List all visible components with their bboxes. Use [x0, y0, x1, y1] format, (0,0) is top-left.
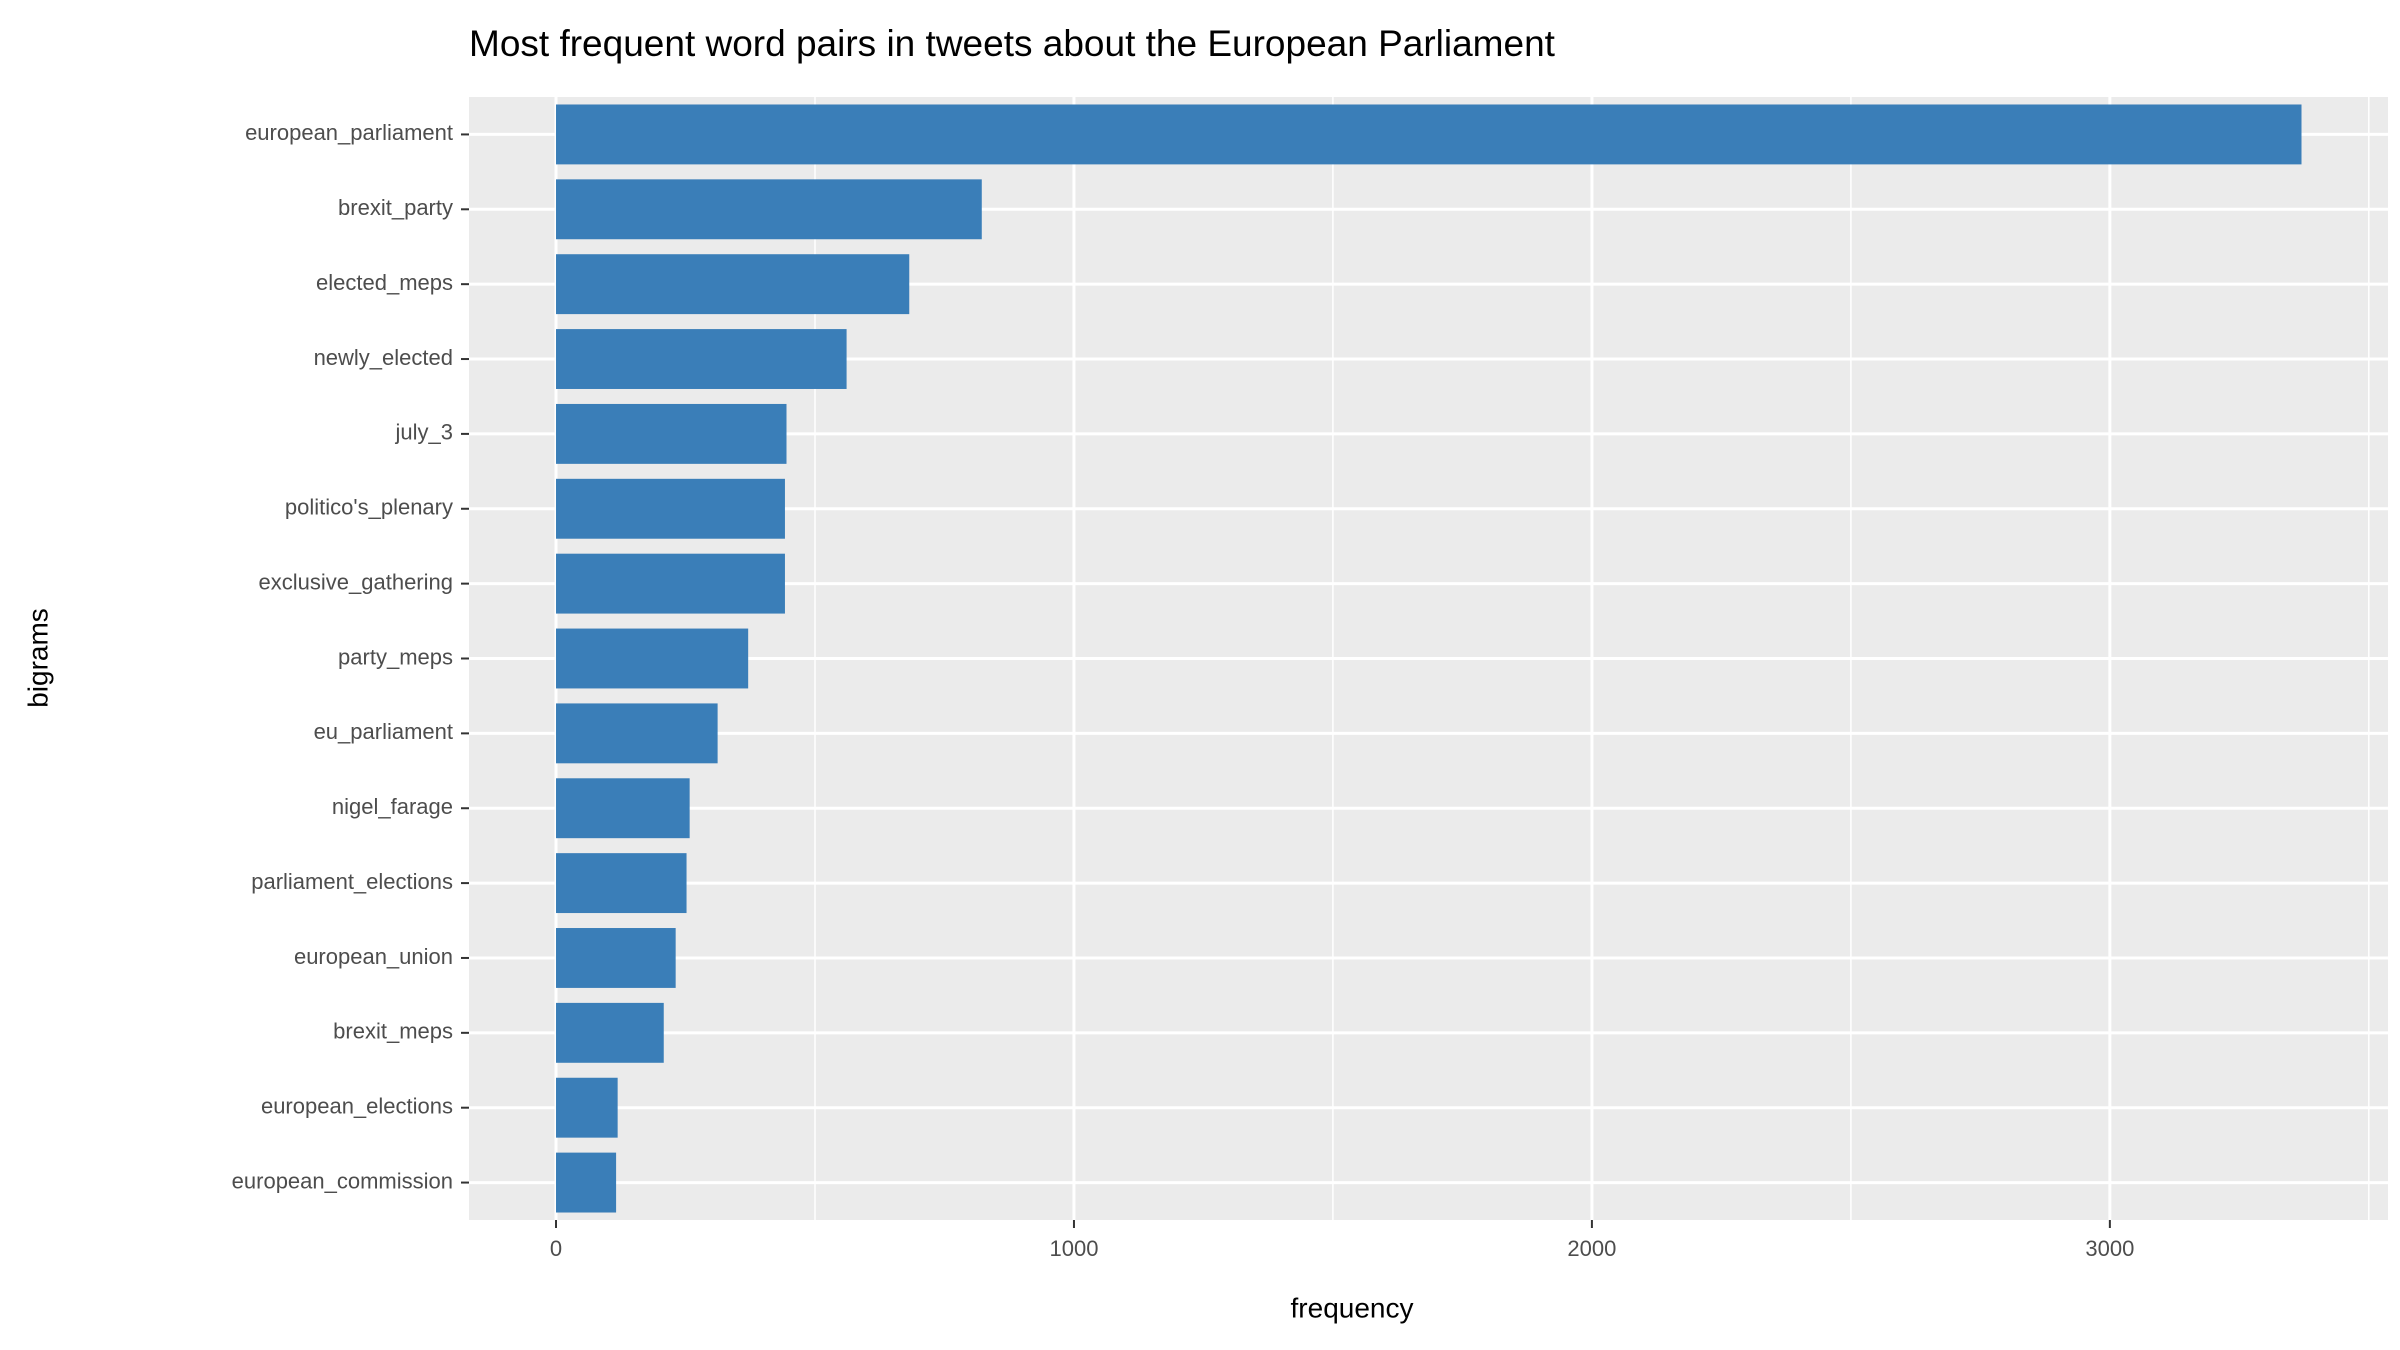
y-tick-label: politico's_plenary [285, 495, 453, 520]
x-tick-label: 0 [550, 1236, 562, 1261]
y-tick-label: newly_elected [314, 345, 453, 370]
bar [556, 553, 785, 614]
bar [556, 628, 749, 689]
y-tick-label: july_3 [395, 420, 453, 445]
y-tick-label: exclusive_gathering [259, 569, 453, 594]
y-tick-label: european_parliament [245, 120, 453, 145]
bar [556, 478, 785, 539]
bar [556, 853, 687, 914]
y-tick-label: european_union [294, 944, 453, 969]
bar [556, 1077, 618, 1138]
bar [556, 1002, 664, 1063]
y-tick-label: brexit_meps [333, 1019, 453, 1044]
y-tick-label: eu_parliament [314, 719, 453, 744]
bar [556, 104, 2302, 165]
y-tick-label: european_commission [232, 1168, 453, 1193]
bar [556, 403, 787, 464]
bar [556, 1152, 617, 1213]
bar [556, 703, 718, 764]
bar [556, 254, 910, 315]
y-tick-label: party_meps [338, 644, 453, 669]
y-tick-label: elected_meps [316, 270, 453, 295]
chart-title: Most frequent word pairs in tweets about… [469, 23, 1556, 64]
y-tick-label: parliament_elections [251, 869, 453, 894]
y-tick-label: european_elections [261, 1094, 453, 1119]
bar [556, 179, 982, 240]
bar [556, 329, 847, 389]
x-axis-title: frequency [1291, 1292, 1414, 1323]
x-tick-label: 1000 [1049, 1236, 1098, 1261]
bar [556, 778, 690, 839]
x-tick-label: 3000 [2085, 1236, 2134, 1261]
y-tick-label: brexit_party [338, 195, 453, 220]
y-tick-label: nigel_farage [332, 794, 453, 819]
bar [556, 928, 676, 988]
x-tick-label: 2000 [1567, 1236, 1616, 1261]
y-axis-title: bigrams [22, 608, 53, 708]
